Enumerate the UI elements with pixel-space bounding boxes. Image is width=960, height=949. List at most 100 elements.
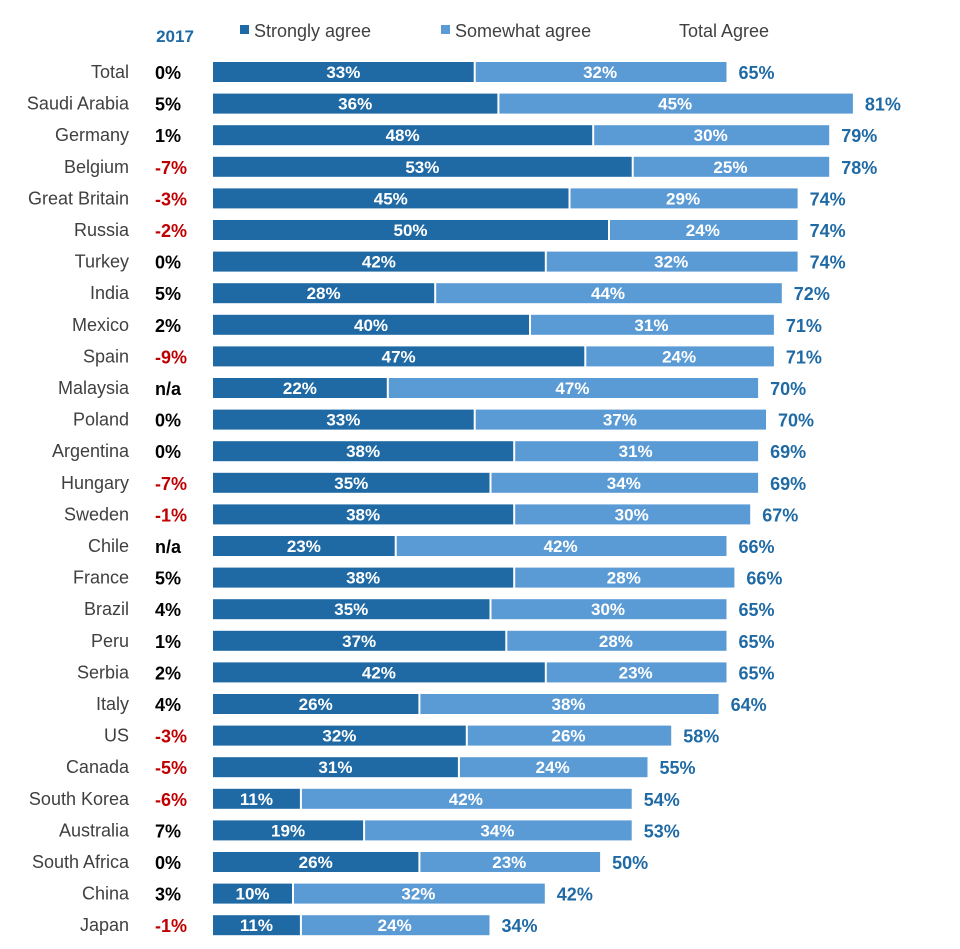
bar-strongly-agree (213, 93, 498, 114)
total-agree-label: 53% (644, 821, 680, 841)
change-2017-label: 5% (155, 284, 181, 304)
bar-label-strongly-agree: 50% (393, 221, 427, 240)
bar-label-somewhat-agree: 24% (536, 758, 570, 777)
legend-label-somewhat: Somewhat agree (455, 21, 591, 41)
bar-label-strongly-agree: 36% (338, 95, 372, 114)
change-2017-label: -7% (155, 474, 187, 494)
bar-label-somewhat-agree: 24% (662, 347, 696, 366)
change-2017-label: 2% (155, 316, 181, 336)
change-2017-label: 0% (155, 253, 181, 273)
total-agree-label: 55% (660, 758, 696, 778)
bar-somewhat-agree (531, 314, 774, 335)
total-agree-label: 71% (786, 316, 822, 336)
bar-somewhat-agree (546, 251, 798, 272)
bar-label-somewhat-agree: 32% (401, 885, 435, 904)
bar-strongly-agree (213, 156, 632, 177)
bar-label-strongly-agree: 35% (334, 474, 368, 493)
bar-label-somewhat-agree: 23% (492, 853, 526, 872)
bar-strongly-agree (213, 125, 593, 146)
bar-label-strongly-agree: 28% (307, 284, 341, 303)
bar-label-strongly-agree: 40% (354, 316, 388, 335)
legend: 2017 Strongly agree Somewhat agree Total… (156, 21, 769, 46)
total-agree-label: 81% (865, 95, 901, 115)
country-label: Sweden (64, 504, 129, 524)
country-label: Great Britain (28, 188, 129, 208)
change-2017-label: n/a (155, 537, 182, 557)
bar-strongly-agree (213, 441, 514, 462)
country-label: Serbia (77, 662, 130, 682)
change-2017-label: 4% (155, 600, 181, 620)
total-agree-label: 78% (841, 158, 877, 178)
total-agree-label: 70% (770, 379, 806, 399)
bar-label-somewhat-agree: 30% (615, 505, 649, 524)
total-agree-label: 66% (739, 537, 775, 557)
total-agree-label: 65% (739, 63, 775, 83)
bar-label-somewhat-agree: 34% (480, 821, 514, 840)
bar-strongly-agree (213, 314, 529, 335)
bar-strongly-agree (213, 599, 490, 620)
bar-strongly-agree (213, 694, 419, 714)
bar-somewhat-agree (507, 630, 727, 651)
country-label: Peru (91, 631, 129, 651)
bar-strongly-agree (213, 472, 490, 493)
total-agree-label: 34% (502, 916, 538, 936)
change-2017-label: -7% (155, 158, 187, 178)
legend-label-total: Total Agree (679, 21, 769, 41)
change-2017-label: -5% (155, 758, 187, 778)
bar-somewhat-agree (436, 283, 782, 304)
bar-label-somewhat-agree: 24% (378, 916, 412, 935)
bar-strongly-agree (213, 346, 585, 367)
bar-label-strongly-agree: 10% (235, 885, 269, 904)
total-agree-label: 54% (644, 790, 680, 810)
total-agree-label: 64% (731, 695, 767, 715)
total-agree-label: 74% (810, 253, 846, 273)
bar-label-somewhat-agree: 31% (619, 442, 653, 461)
bar-label-somewhat-agree: 23% (619, 663, 653, 682)
bar-label-strongly-agree: 35% (334, 600, 368, 619)
country-label: Italy (96, 694, 129, 714)
country-label: Hungary (61, 473, 129, 493)
bar-somewhat-agree (586, 346, 774, 367)
bar-label-somewhat-agree: 38% (551, 695, 585, 714)
bar-label-somewhat-agree: 37% (603, 411, 637, 430)
bar-label-strongly-agree: 37% (342, 632, 376, 651)
change-2017-label: 3% (155, 885, 181, 905)
bar-somewhat-agree (467, 725, 672, 746)
total-agree-label: 50% (612, 853, 648, 873)
bar-somewhat-agree (420, 694, 719, 714)
bar-somewhat-agree (491, 472, 759, 493)
bar-somewhat-agree (301, 915, 490, 936)
change-2017-label: -1% (155, 916, 187, 936)
change-2017-label: -6% (155, 790, 187, 810)
legend-swatch-strong (240, 25, 249, 34)
bar-somewhat-agree (515, 441, 759, 462)
bar-label-strongly-agree: 53% (405, 158, 439, 177)
bar-strongly-agree (213, 62, 474, 82)
bar-label-somewhat-agree: 31% (634, 316, 668, 335)
bar-label-somewhat-agree: 30% (591, 600, 625, 619)
bar-label-strongly-agree: 32% (322, 727, 356, 746)
bar-somewhat-agree (459, 757, 648, 778)
country-label: Brazil (84, 599, 129, 619)
total-agree-label: 42% (557, 885, 593, 905)
bar-label-strongly-agree: 26% (299, 695, 333, 714)
change-2017-label: n/a (155, 379, 182, 399)
country-label: Japan (80, 915, 129, 935)
change-2017-label: 0% (155, 411, 181, 431)
bar-strongly-agree (213, 725, 466, 746)
bar-somewhat-agree (499, 93, 853, 114)
total-agree-label: 79% (841, 126, 877, 146)
change-2017-label: 4% (155, 695, 181, 715)
bar-label-somewhat-agree: 42% (449, 790, 483, 809)
country-label: Canada (66, 757, 130, 777)
bar-strongly-agree (213, 630, 506, 651)
bar-strongly-agree (213, 188, 569, 209)
country-label: Russia (74, 220, 130, 240)
country-label: Mexico (72, 315, 129, 335)
bar-label-strongly-agree: 22% (283, 379, 317, 398)
total-agree-label: 72% (794, 284, 830, 304)
bar-strongly-agree (213, 915, 300, 936)
bar-label-somewhat-agree: 25% (713, 158, 747, 177)
country-label: Argentina (52, 441, 130, 461)
